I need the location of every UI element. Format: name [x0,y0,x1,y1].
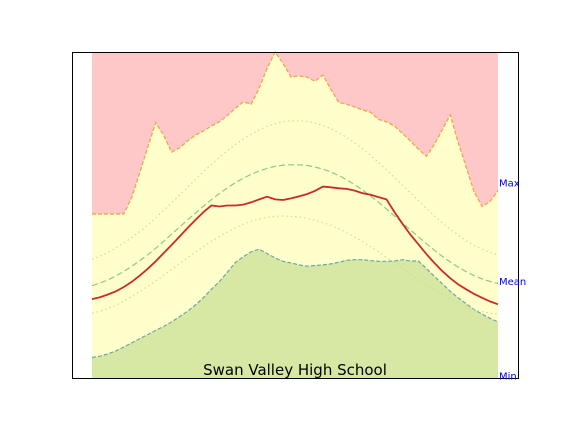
chart-title: Swan Valley High School [203,361,387,379]
plot-area [91,50,499,378]
side-label-max: Max [499,179,520,190]
min-band-fill [92,249,498,378]
series-line-4 [91,120,499,260]
side-label-min: Min [499,371,517,382]
max-band-fill [92,52,498,214]
series-line-6 [91,215,499,315]
series-line-3 [91,248,499,359]
side-label-mean: Mean [499,277,526,288]
series-line-2 [92,50,499,215]
series-line-7 [91,185,499,306]
side-labels: Max Mean Min [499,179,526,383]
plot-frame [72,52,519,379]
